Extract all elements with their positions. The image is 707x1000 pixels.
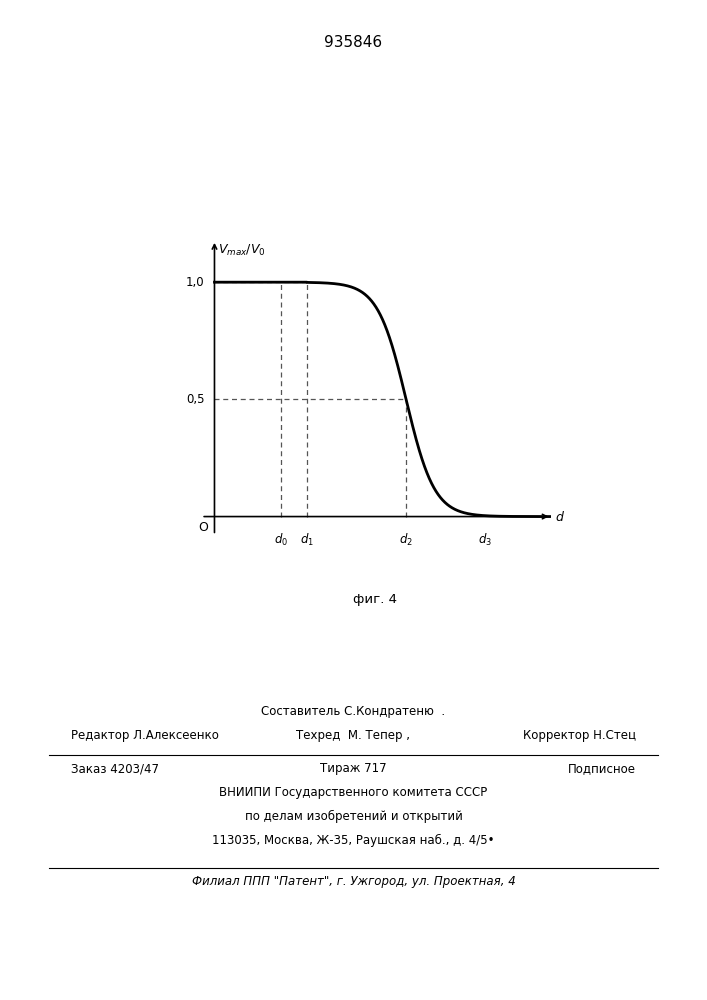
Text: Заказ 4203/47: Заказ 4203/47 <box>71 762 158 775</box>
Text: Редактор Л.Алексеенко: Редактор Л.Алексеенко <box>71 729 218 742</box>
Text: 1,0: 1,0 <box>186 276 204 289</box>
Text: Техред  М. Тепер ,: Техред М. Тепер , <box>296 729 411 742</box>
Text: Составитель С.Кондратеню  .: Составитель С.Кондратеню . <box>262 705 445 718</box>
Text: Корректор Н.Стец: Корректор Н.Стец <box>523 729 636 742</box>
Text: $d_2$: $d_2$ <box>399 532 413 548</box>
Text: Подписное: Подписное <box>568 762 636 775</box>
Text: $d$: $d$ <box>555 510 565 524</box>
Text: $d_0$: $d_0$ <box>274 532 288 548</box>
Text: $d_1$: $d_1$ <box>300 532 314 548</box>
Text: 935846: 935846 <box>325 35 382 50</box>
Text: ВНИИПИ Государственного комитета СССР: ВНИИПИ Государственного комитета СССР <box>219 786 488 799</box>
Text: Тираж 717: Тираж 717 <box>320 762 387 775</box>
Text: 113035, Москва, Ж-35, Раушская наб., д. 4/5•: 113035, Москва, Ж-35, Раушская наб., д. … <box>212 834 495 847</box>
Text: 0,5: 0,5 <box>186 393 204 406</box>
Text: Филиал ППП "Патент", г. Ужгород, ул. Проектная, 4: Филиал ППП "Патент", г. Ужгород, ул. Про… <box>192 875 515 888</box>
Text: $d_3$: $d_3$ <box>479 532 492 548</box>
Text: $V_{max}/V_0$: $V_{max}/V_0$ <box>218 243 266 258</box>
Text: O: O <box>198 521 208 534</box>
Text: по делам изобретений и открытий: по делам изобретений и открытий <box>245 810 462 823</box>
Text: фиг. 4: фиг. 4 <box>353 592 397 605</box>
